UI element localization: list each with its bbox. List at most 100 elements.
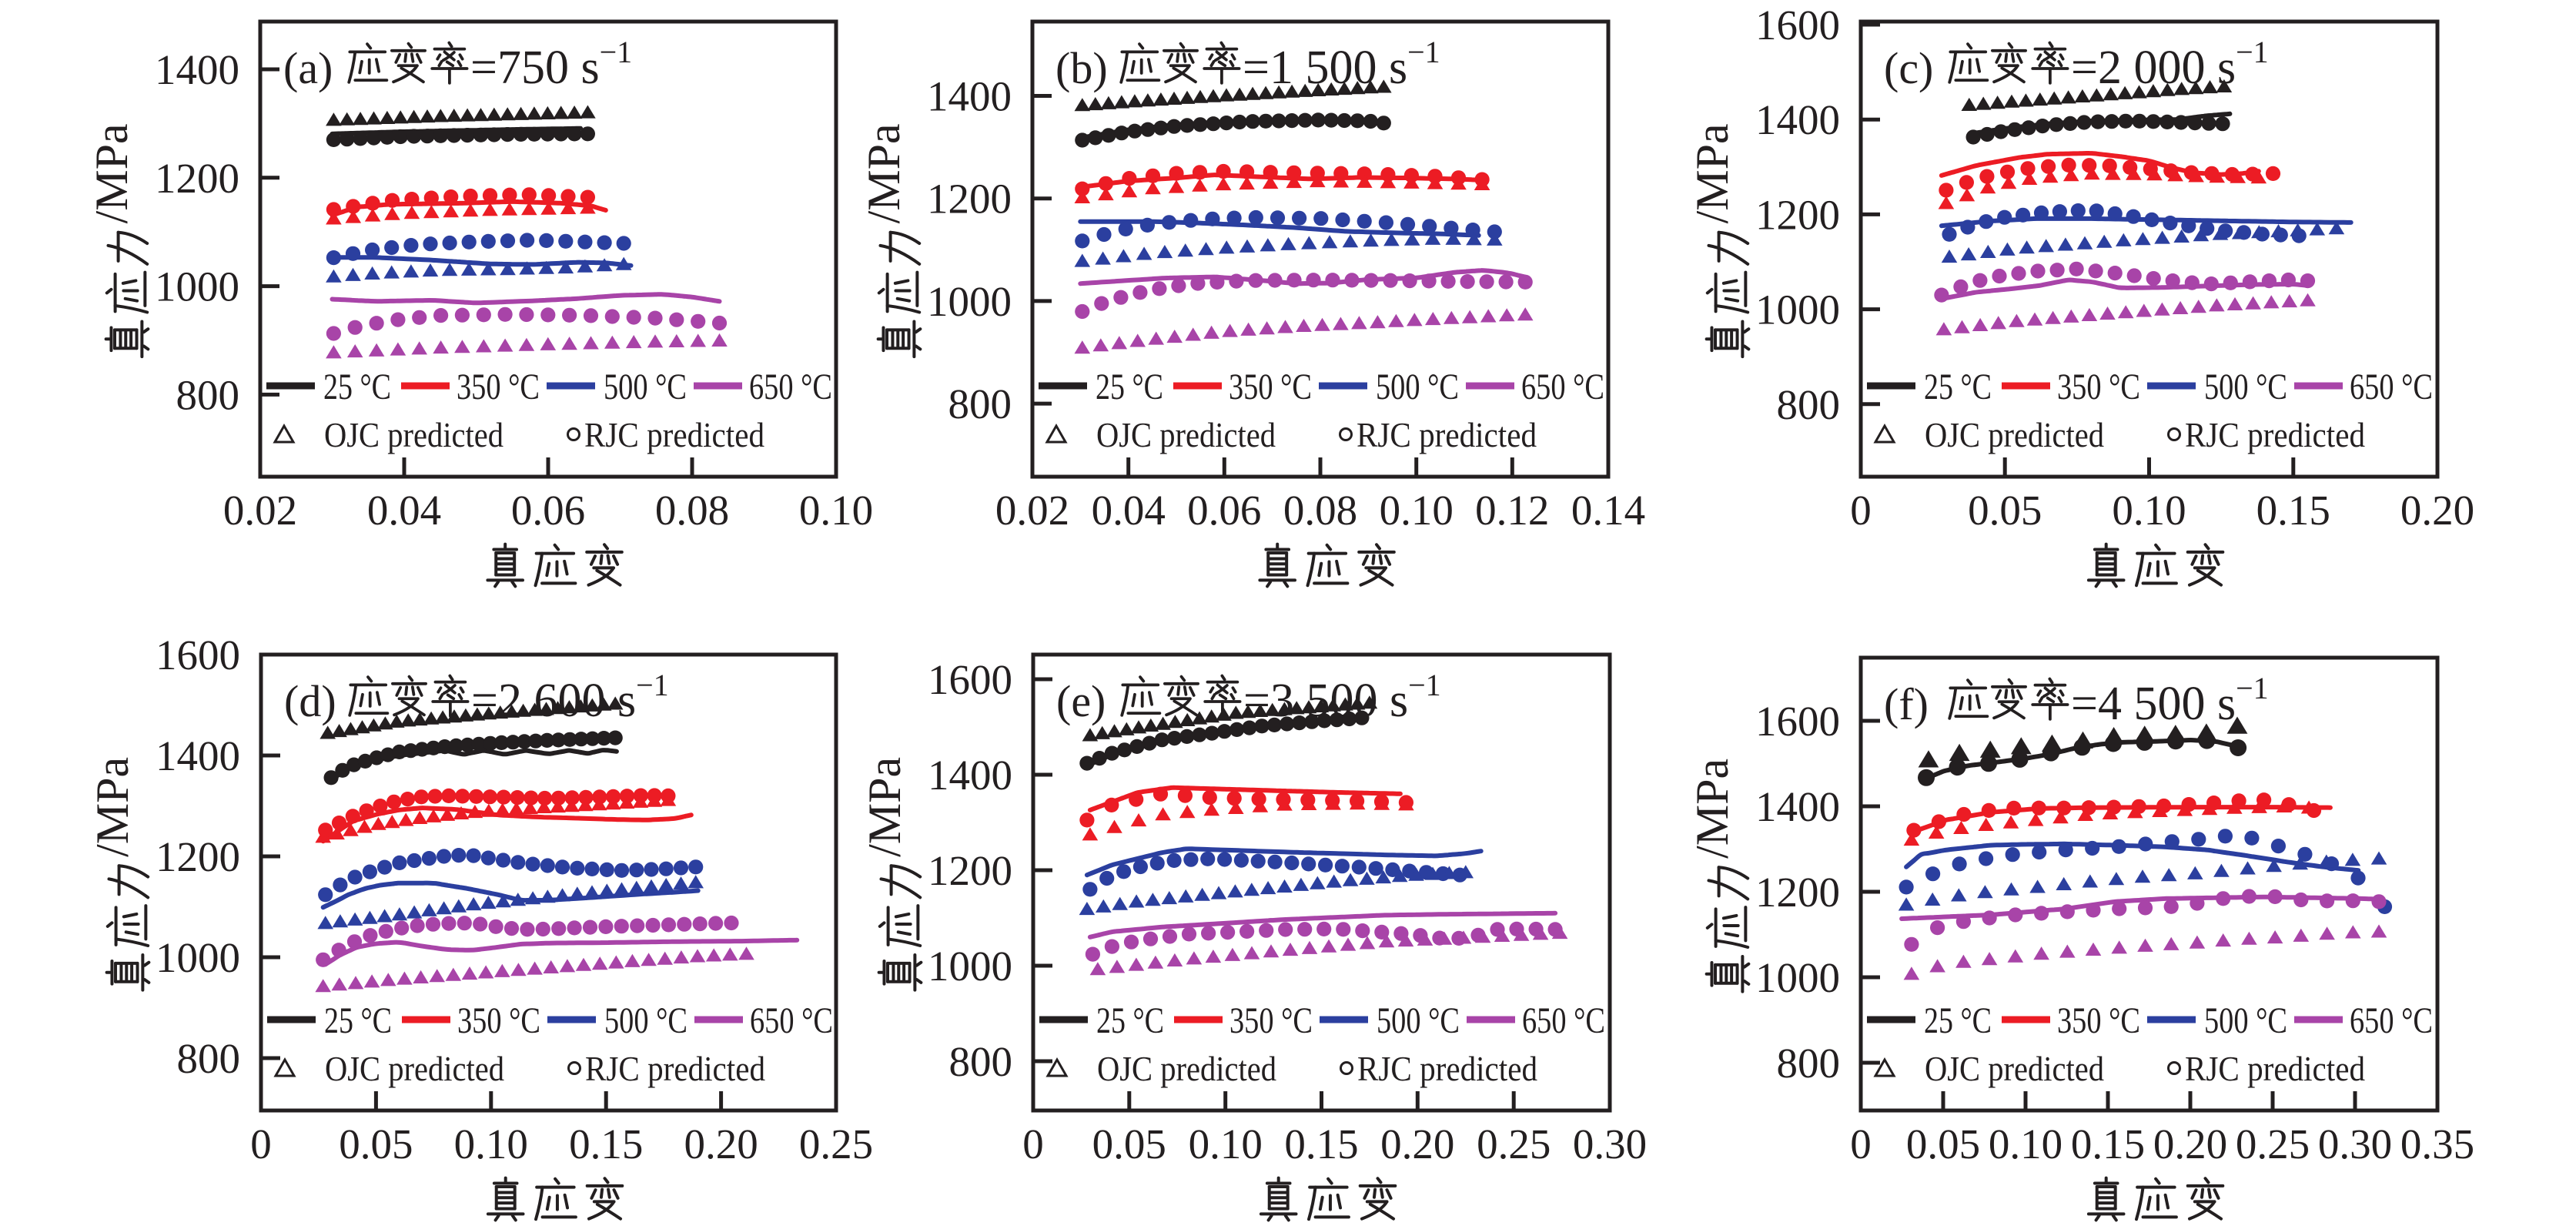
svg-text:800: 800 [176, 371, 240, 418]
svg-text:/MPa: /MPa [1687, 759, 1738, 859]
svg-text:0.05: 0.05 [1906, 1120, 1980, 1167]
svg-text:650 °C: 650 °C [749, 367, 832, 407]
svg-text:25 °C: 25 °C [1924, 1000, 1992, 1041]
svg-text:0.30: 0.30 [2318, 1120, 2392, 1167]
svg-text:(c): (c) [1884, 43, 1933, 93]
svg-text:0.02: 0.02 [995, 487, 1069, 534]
svg-text:1200: 1200 [1755, 869, 1840, 916]
svg-text:1200: 1200 [927, 176, 1012, 223]
svg-text:1600: 1600 [1755, 698, 1840, 745]
svg-text:OJC predicted: OJC predicted [325, 1049, 504, 1088]
svg-text:0.20: 0.20 [2400, 487, 2474, 534]
svg-text:0.15: 0.15 [2257, 487, 2330, 534]
svg-text:(a): (a) [283, 43, 333, 93]
svg-text:0.04: 0.04 [1092, 487, 1166, 534]
svg-text:0.15: 0.15 [569, 1120, 643, 1167]
svg-text:/MPa: /MPa [1687, 123, 1738, 223]
svg-text:1200: 1200 [1755, 191, 1840, 238]
svg-text:0.20: 0.20 [1380, 1120, 1454, 1167]
svg-text:OJC predicted: OJC predicted [1925, 1049, 2104, 1088]
svg-text:0.10: 0.10 [1380, 487, 1454, 534]
svg-text:0.25: 0.25 [1477, 1120, 1551, 1167]
svg-text:0.10: 0.10 [454, 1120, 528, 1167]
svg-text:0.06: 0.06 [1187, 487, 1261, 534]
svg-text:OJC predicted: OJC predicted [1097, 1049, 1276, 1088]
svg-text:0.10: 0.10 [1189, 1120, 1263, 1167]
svg-text:1200: 1200 [928, 847, 1012, 894]
svg-text:=2 000 s−1: =2 000 s−1 [2071, 35, 2269, 94]
svg-text:0.15: 0.15 [1284, 1120, 1358, 1167]
svg-text:650 °C: 650 °C [2350, 367, 2433, 407]
svg-text:0.08: 0.08 [655, 487, 729, 534]
svg-text:RJC predicted: RJC predicted [2185, 1049, 2365, 1088]
svg-text:500 °C: 500 °C [604, 1000, 687, 1041]
svg-text:800: 800 [1777, 1040, 1841, 1087]
svg-text:1400: 1400 [156, 732, 240, 779]
svg-text:0.10: 0.10 [1989, 1120, 2062, 1167]
svg-text:0.10: 0.10 [799, 487, 873, 534]
svg-text:500 °C: 500 °C [1377, 1000, 1460, 1041]
svg-text:500 °C: 500 °C [604, 367, 687, 407]
svg-text:=1 500 s−1: =1 500 s−1 [1243, 35, 1440, 94]
svg-text:1400: 1400 [927, 73, 1012, 120]
svg-text:1600: 1600 [1755, 2, 1840, 49]
svg-text:(e): (e) [1056, 676, 1106, 726]
svg-text:0.20: 0.20 [2153, 1120, 2227, 1167]
svg-text:0: 0 [250, 1120, 272, 1167]
svg-text:350 °C: 350 °C [1229, 367, 1312, 407]
svg-text:0.25: 0.25 [799, 1120, 873, 1167]
svg-text:1000: 1000 [927, 278, 1012, 325]
svg-text:1000: 1000 [156, 934, 240, 981]
svg-text:0: 0 [1850, 1120, 1872, 1167]
svg-text:0.02: 0.02 [223, 487, 297, 534]
svg-text:1600: 1600 [156, 631, 240, 678]
svg-text:RJC predicted: RJC predicted [1357, 1049, 1537, 1088]
svg-text:OJC predicted: OJC predicted [324, 415, 503, 454]
svg-text:500 °C: 500 °C [2204, 1000, 2287, 1041]
svg-text:1400: 1400 [1755, 783, 1840, 830]
svg-text:/MPa: /MPa [87, 757, 138, 857]
svg-text:0.25: 0.25 [2236, 1120, 2310, 1167]
svg-text:1600: 1600 [928, 656, 1012, 703]
svg-text:350 °C: 350 °C [1229, 1000, 1313, 1041]
svg-text:1400: 1400 [1755, 96, 1840, 143]
svg-text:0.08: 0.08 [1283, 487, 1357, 534]
svg-text:1000: 1000 [1755, 286, 1840, 333]
svg-text:OJC predicted: OJC predicted [1096, 415, 1276, 454]
svg-text:800: 800 [948, 380, 1012, 427]
svg-text:OJC predicted: OJC predicted [1925, 415, 2104, 454]
svg-text:/MPa: /MPa [858, 123, 909, 223]
svg-text:650 °C: 650 °C [1522, 1000, 1605, 1041]
svg-text:1200: 1200 [156, 833, 240, 880]
svg-text:25 °C: 25 °C [324, 1000, 392, 1041]
svg-text:0.15: 0.15 [2071, 1120, 2145, 1167]
svg-text:1000: 1000 [155, 263, 239, 310]
svg-text:650 °C: 650 °C [750, 1000, 833, 1041]
svg-text:0.04: 0.04 [367, 487, 441, 534]
svg-text:0.14: 0.14 [1571, 487, 1645, 534]
svg-text:25 °C: 25 °C [1924, 367, 1992, 407]
svg-text:0.30: 0.30 [1573, 1120, 1647, 1167]
svg-text:350 °C: 350 °C [2057, 367, 2140, 407]
svg-text:25 °C: 25 °C [1096, 1000, 1164, 1041]
svg-text:RJC predicted: RJC predicted [584, 415, 764, 454]
svg-text:800: 800 [1777, 381, 1841, 428]
svg-text:350 °C: 350 °C [457, 1000, 540, 1041]
svg-text:RJC predicted: RJC predicted [585, 1049, 765, 1088]
svg-text:1000: 1000 [1755, 954, 1840, 1001]
svg-text:/MPa: /MPa [86, 123, 137, 223]
svg-text:(d): (d) [284, 676, 336, 726]
svg-text:(f): (f) [1884, 679, 1929, 729]
svg-text:350 °C: 350 °C [457, 367, 540, 407]
svg-text:800: 800 [177, 1035, 241, 1082]
svg-text:650 °C: 650 °C [2350, 1000, 2433, 1041]
svg-text:0.05: 0.05 [339, 1120, 413, 1167]
svg-text:0.05: 0.05 [1092, 1120, 1166, 1167]
svg-text:1400: 1400 [155, 46, 239, 93]
svg-text:(b): (b) [1055, 43, 1108, 93]
svg-text:0.12: 0.12 [1475, 487, 1549, 534]
svg-text:650 °C: 650 °C [1521, 367, 1604, 407]
svg-text:500 °C: 500 °C [1376, 367, 1459, 407]
svg-text:25 °C: 25 °C [1096, 367, 1163, 407]
svg-text:500 °C: 500 °C [2204, 367, 2287, 407]
